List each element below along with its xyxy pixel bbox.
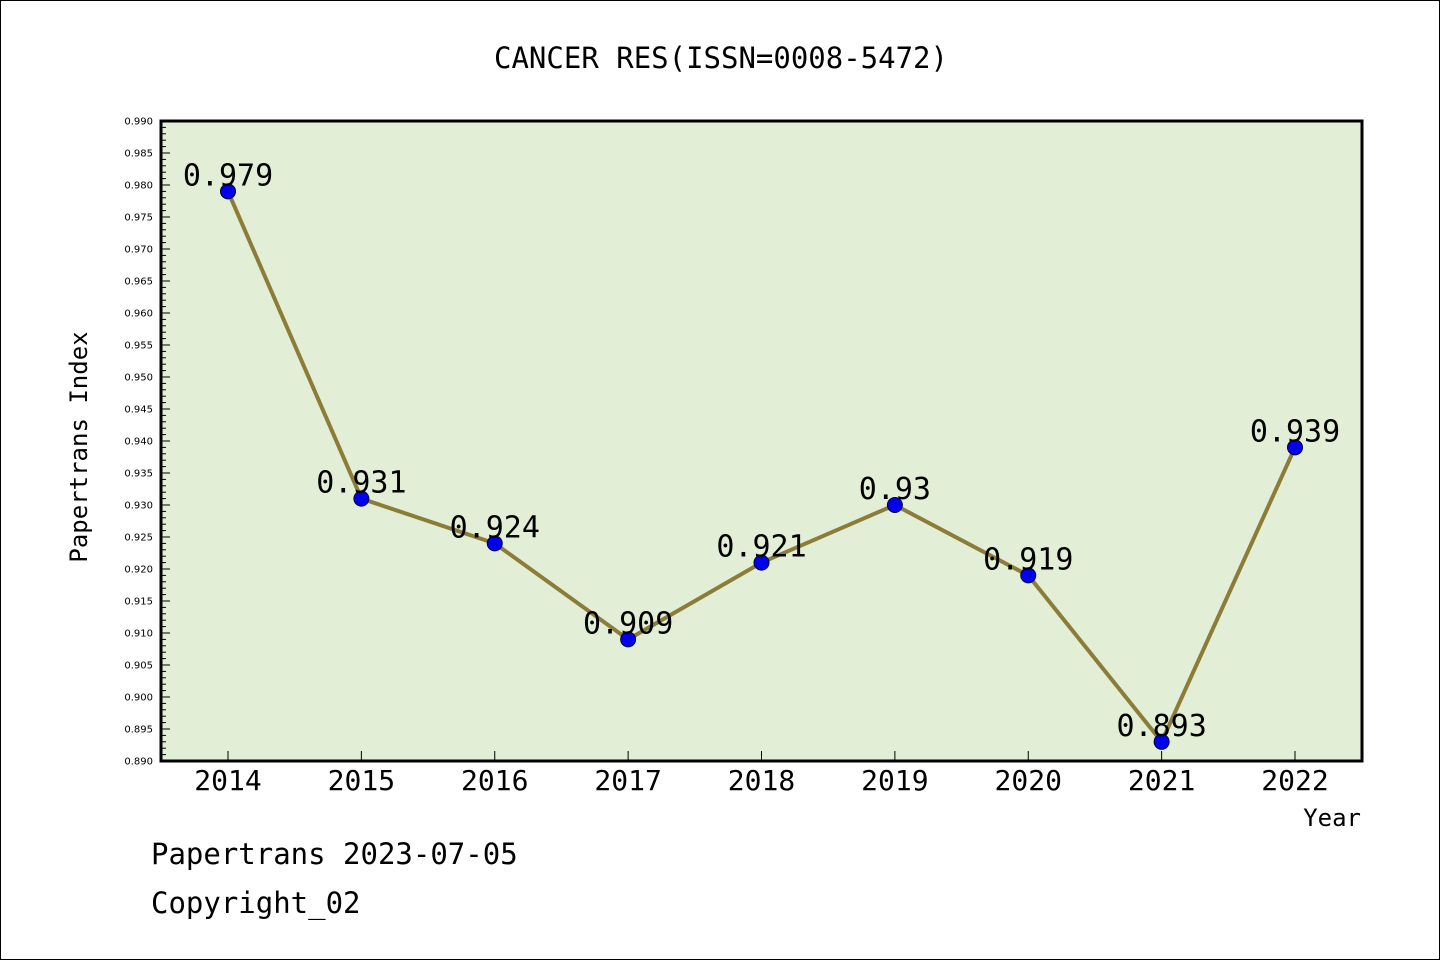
data-point: [1153, 733, 1170, 750]
data-point: [1287, 439, 1303, 456]
data-point: [486, 535, 503, 552]
y-tick-label: 0.940: [124, 437, 153, 448]
data-point: [753, 554, 770, 571]
y-tick-label: 0.960: [124, 309, 153, 320]
y-tick-label: 0.955: [124, 341, 153, 352]
x-tick-label: 2017: [594, 764, 661, 797]
x-axis: 2014 2015 2016 2017 2018 2019 2020 2021 2022: [194, 751, 1329, 797]
data-label: 0.93: [859, 472, 931, 507]
x-tick-label: 2014: [194, 764, 261, 797]
chart-title: CANCER RES(ISSN=0008-5472): [494, 41, 948, 75]
data-point: [353, 490, 370, 507]
data-point: [1020, 567, 1037, 584]
footer-copyright: Copyright_02: [151, 886, 361, 920]
plot-area: [159, 119, 1364, 763]
y-tick-label: 0.945: [124, 405, 153, 416]
x-tick-label: 2021: [1128, 764, 1195, 797]
series-papertrans-index: 0.979 0.931 0.924 0.909 0.921 0.93 0.919 0.893 0…: [183, 158, 1340, 750]
y-tick-label: 0.975: [124, 213, 153, 224]
y-tick-label: 0.990: [124, 117, 153, 128]
data-label: 0.921: [716, 530, 806, 565]
data-point: [620, 631, 637, 648]
data-point: [886, 497, 903, 513]
y-tick-label: 0.965: [124, 277, 153, 288]
x-axis-label: Year: [1303, 804, 1361, 832]
footer-date: Papertrans 2023-07-05: [151, 837, 518, 871]
y-tick-label: 0.915: [124, 597, 153, 608]
x-tick-label: 2022: [1261, 764, 1328, 797]
data-label: 0.924: [450, 510, 540, 545]
data-label: 0.919: [983, 542, 1073, 577]
data-point: [220, 183, 236, 200]
y-tick-label: 0.905: [124, 661, 153, 672]
data-label: 0.893: [1116, 709, 1206, 744]
y-tick-label: 0.910: [124, 629, 153, 640]
x-tick-label: 2020: [995, 764, 1062, 797]
y-tick-label: 0.895: [124, 725, 153, 736]
y-tick-label: 0.970: [124, 245, 153, 256]
data-label: 0.931: [316, 466, 406, 501]
y-tick-label: 0.980: [124, 181, 153, 192]
y-axis: 0.890 0.895 0.900 0.905 0.910 0.915 0.920 0.925…: [124, 117, 170, 768]
y-tick-label: 0.935: [124, 469, 153, 480]
x-tick-label: 2015: [328, 764, 395, 797]
y-tick-label: 0.900: [124, 693, 153, 704]
data-label: 0.979: [183, 158, 273, 193]
x-tick-label: 2018: [728, 764, 795, 797]
data-label: 0.939: [1250, 414, 1340, 449]
y-tick-label: 0.890: [124, 757, 153, 768]
y-axis-label: Papertrans Index: [65, 331, 93, 562]
x-tick-label: 2016: [461, 764, 528, 797]
data-label: 0.909: [583, 606, 673, 641]
y-tick-label: 0.920: [124, 565, 153, 576]
y-tick-label: 0.925: [124, 533, 153, 544]
x-tick-label: 2019: [861, 764, 928, 797]
y-tick-label: 0.985: [124, 149, 153, 160]
y-tick-label: 0.930: [124, 501, 153, 512]
y-tick-label: 0.950: [124, 373, 153, 384]
